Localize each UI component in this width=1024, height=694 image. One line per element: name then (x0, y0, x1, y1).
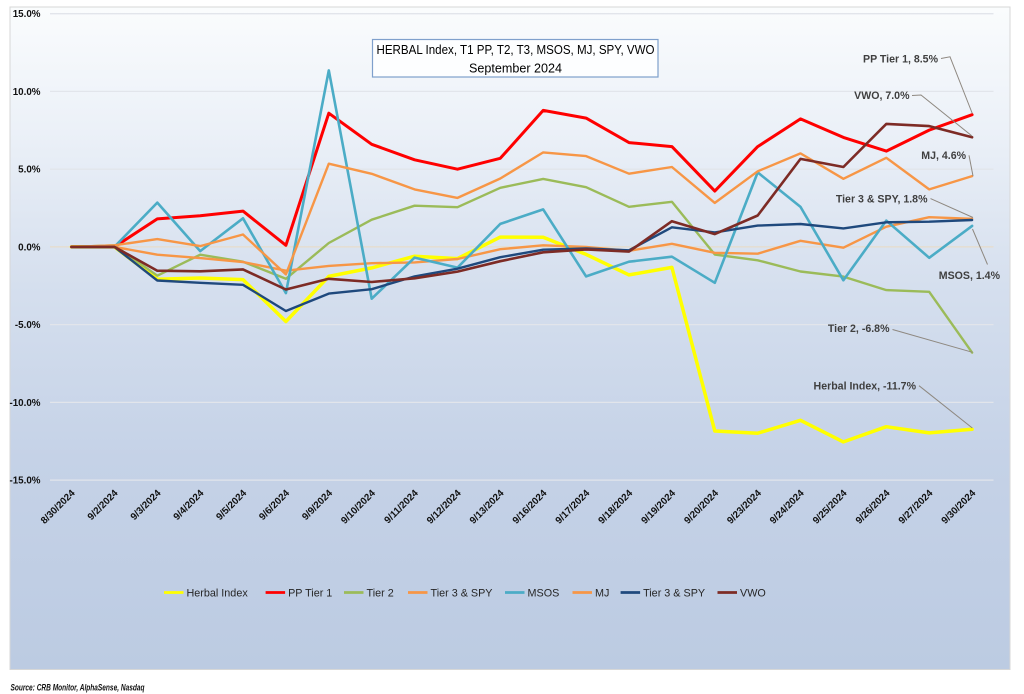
svg-text:MJ: MJ (595, 587, 609, 599)
svg-text:Tier 3 & SPY: Tier 3 & SPY (431, 587, 493, 599)
svg-text:Tier 2: Tier 2 (367, 587, 394, 599)
svg-text:-10.0%: -10.0% (9, 398, 40, 409)
svg-text:Herbal Index: Herbal Index (187, 587, 249, 599)
svg-text:VWO, 7.0%: VWO, 7.0% (854, 90, 910, 102)
svg-text:PP Tier 1: PP Tier 1 (288, 587, 332, 599)
svg-text:MSOS, 1.4%: MSOS, 1.4% (939, 270, 1001, 282)
svg-text:Tier 3 & SPY: Tier 3 & SPY (643, 587, 705, 599)
svg-text:Herbal Index, -11.7%: Herbal Index, -11.7% (814, 381, 917, 393)
svg-text:-15.0%: -15.0% (9, 476, 40, 487)
svg-text:0.0%: 0.0% (18, 242, 41, 253)
svg-text:MSOS: MSOS (528, 587, 560, 599)
svg-text:-5.0%: -5.0% (15, 320, 41, 331)
svg-text:15.0%: 15.0% (13, 9, 41, 20)
svg-text:VWO: VWO (740, 587, 766, 599)
svg-text:MJ, 4.6%: MJ, 4.6% (921, 150, 966, 162)
svg-text:Tier 2, -6.8%: Tier 2, -6.8% (828, 323, 890, 335)
svg-text:5.0%: 5.0% (18, 165, 41, 176)
svg-text:Tier 3 & SPY, 1.8%: Tier 3 & SPY, 1.8% (836, 193, 928, 205)
svg-text:PP Tier 1, 8.5%: PP Tier 1, 8.5% (863, 53, 939, 65)
svg-text:September 2024: September 2024 (469, 60, 562, 75)
svg-text:HERBAL Index, T1 PP, T2, T3, M: HERBAL Index, T1 PP, T2, T3, MSOS, MJ, S… (377, 42, 655, 57)
svg-text:10.0%: 10.0% (13, 87, 41, 98)
svg-text:Source: CRB Monitor, AlphaSens: Source: CRB Monitor, AlphaSense, Nasdaq (11, 683, 145, 693)
